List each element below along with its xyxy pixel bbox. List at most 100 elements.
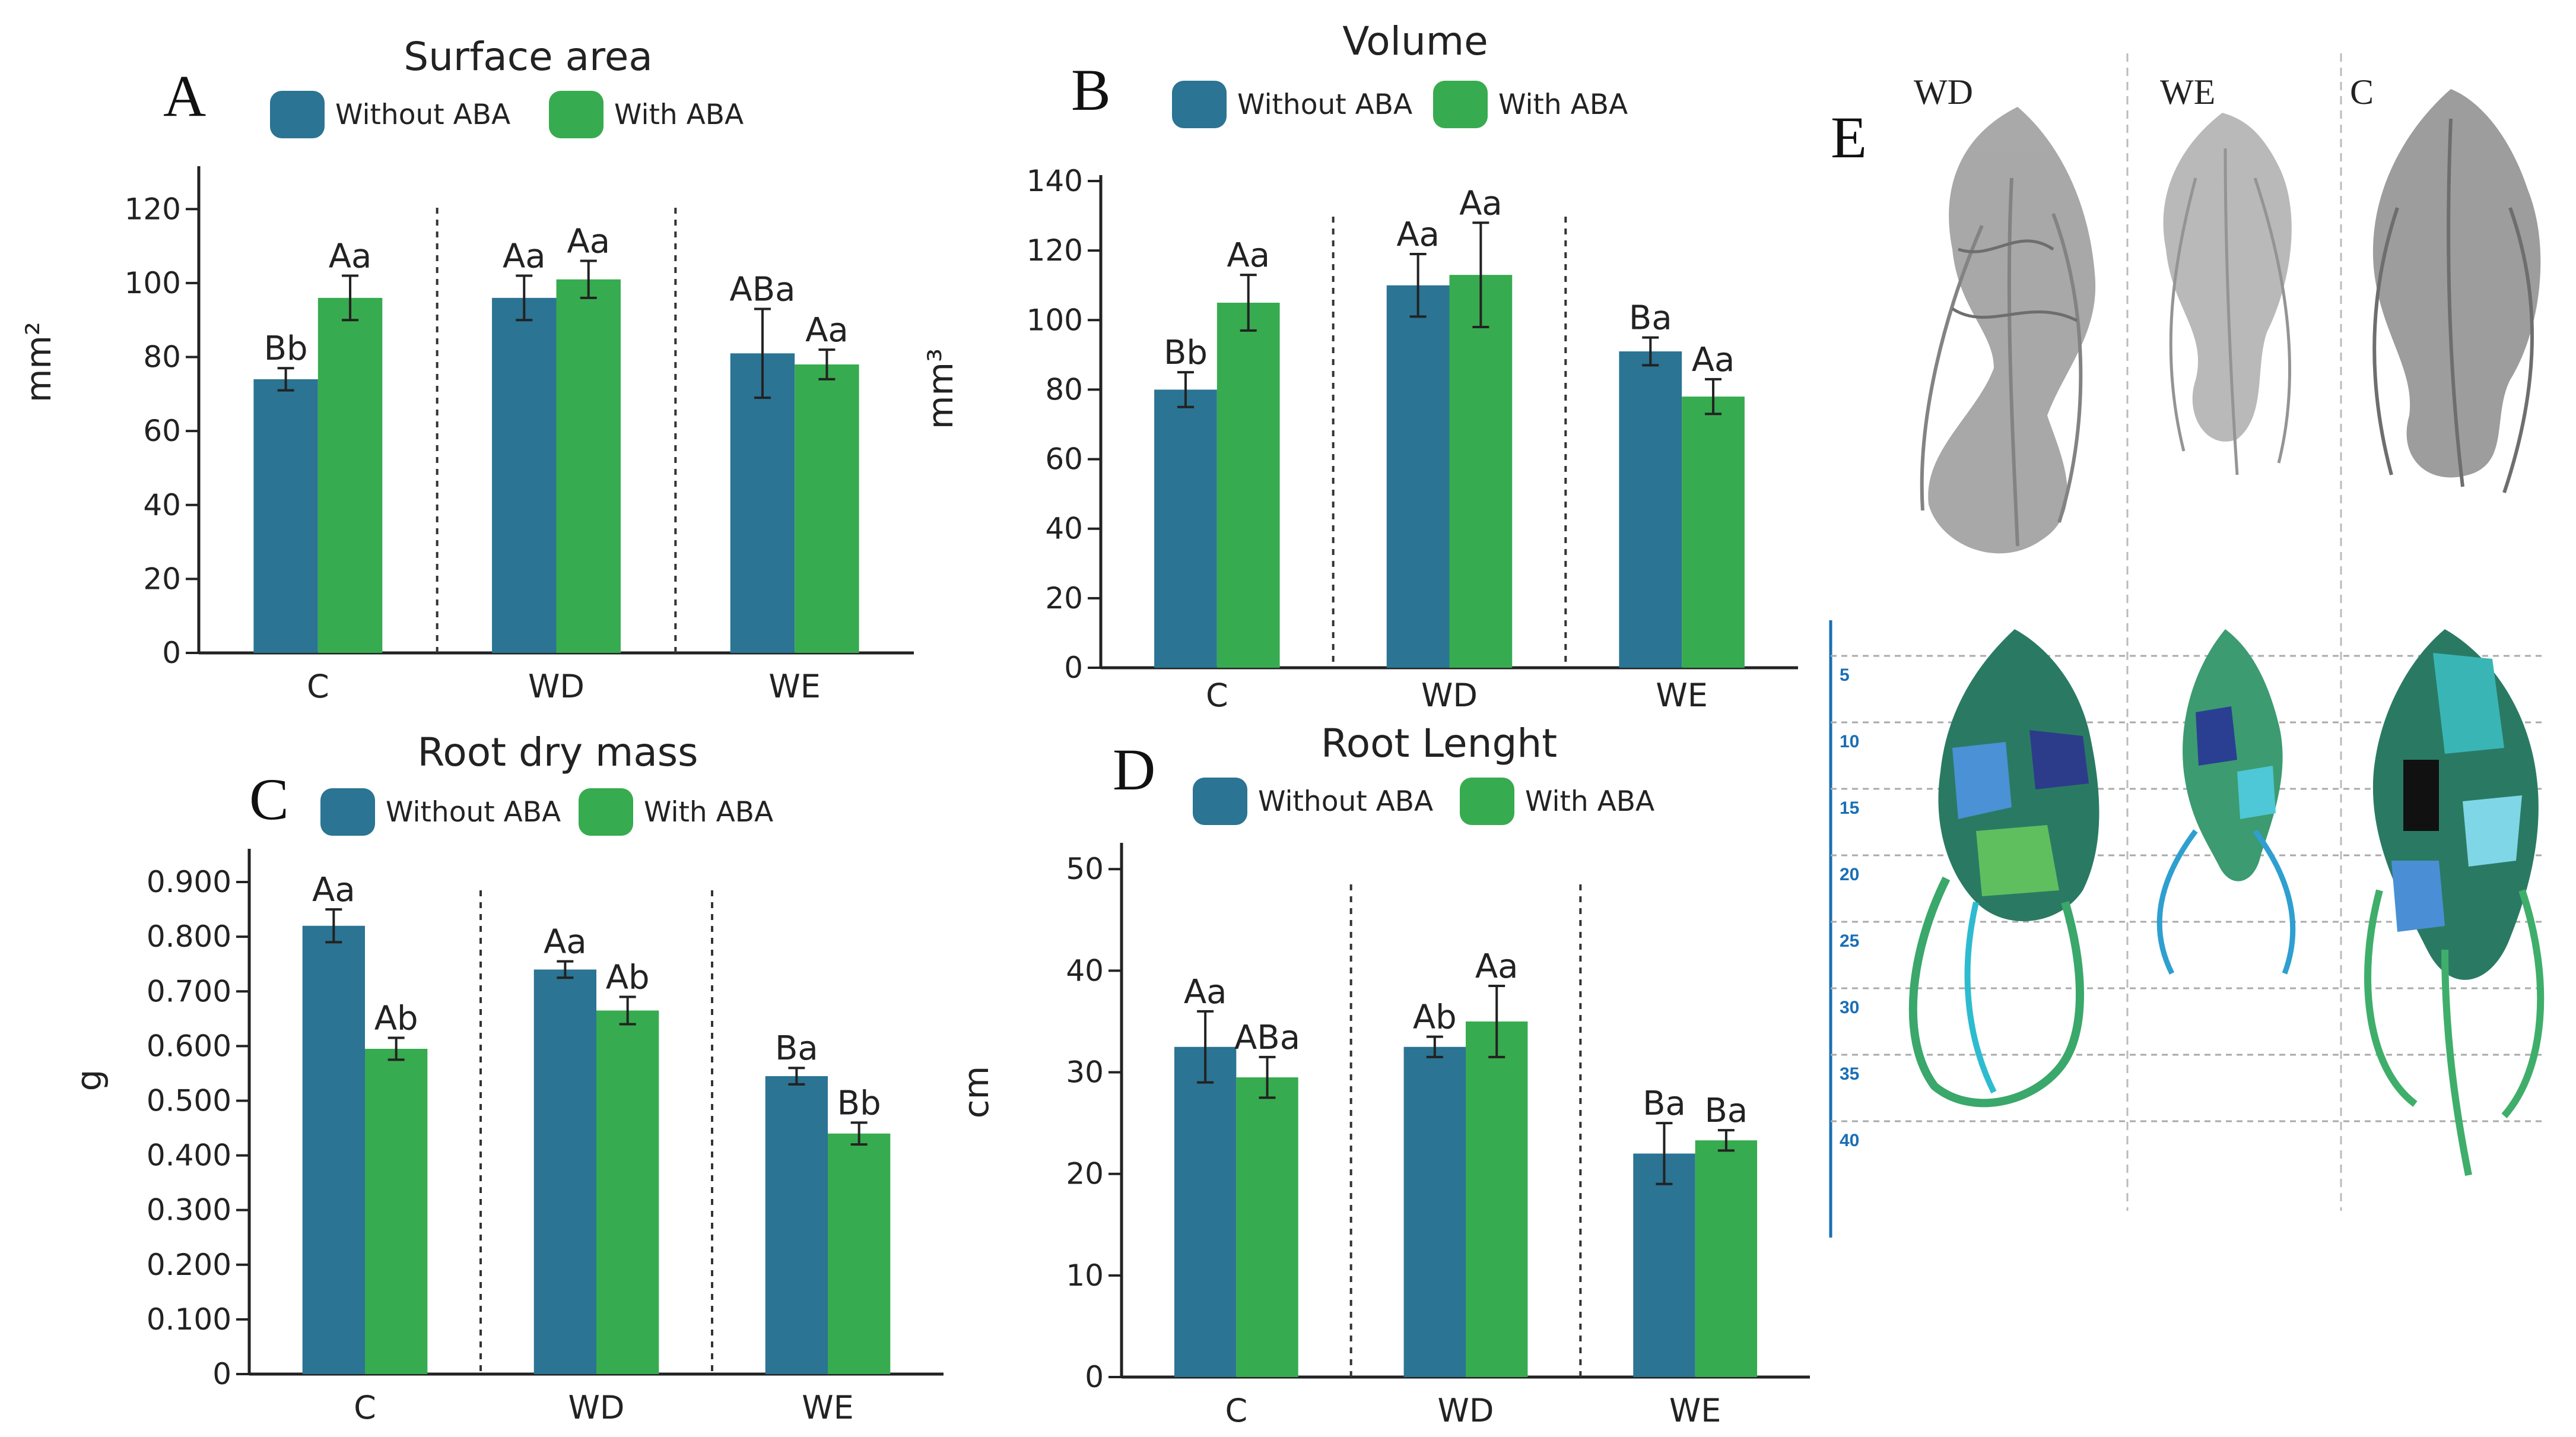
category-label: WD bbox=[568, 1389, 625, 1426]
root-segment-wd bbox=[1908, 629, 2099, 1108]
root-scan-we bbox=[2163, 113, 2292, 475]
y-tick-label: 120 bbox=[125, 192, 181, 226]
legend-swatch bbox=[1433, 81, 1488, 128]
significance-label: Aa bbox=[1227, 236, 1270, 275]
significance-label: Bb bbox=[837, 1084, 881, 1122]
bar-with-aba bbox=[828, 1133, 891, 1374]
y-tick-label: 0.900 bbox=[147, 865, 231, 899]
significance-label: Aa bbox=[567, 223, 610, 261]
bar-without-aba bbox=[302, 925, 365, 1374]
bar-with-aba bbox=[1695, 1140, 1758, 1377]
y-tick-label: 100 bbox=[125, 266, 181, 300]
legend-label: Without ABA bbox=[1258, 785, 1433, 818]
bar-without-aba bbox=[1386, 285, 1450, 668]
y-tick-label: 140 bbox=[1027, 164, 1083, 198]
bar-without-aba bbox=[765, 1076, 828, 1374]
legend-label: Without ABA bbox=[1237, 88, 1412, 121]
chart-title: Volume bbox=[1342, 18, 1488, 64]
chart-volume: Volume B Without ABA With ABA 0 20 40 60 80 100 12… bbox=[920, 18, 1798, 714]
significance-label: Aa bbox=[329, 237, 372, 275]
panel-letter: C bbox=[249, 766, 289, 832]
significance-label: Ba bbox=[775, 1029, 818, 1068]
bar-without-aba bbox=[253, 379, 318, 653]
y-tick-label: 50 bbox=[1066, 852, 1104, 886]
y-tick-label: 0.100 bbox=[147, 1302, 231, 1337]
y-tick-label: 0.300 bbox=[147, 1193, 231, 1227]
bar-without-aba bbox=[1154, 389, 1217, 668]
legend-label: Without ABA bbox=[386, 796, 561, 829]
category-label: WD bbox=[1421, 677, 1478, 714]
significance-label: Ba bbox=[1704, 1092, 1748, 1130]
panel-letter: B bbox=[1071, 57, 1111, 123]
y-tick-label: 120 bbox=[1027, 233, 1083, 268]
legend-swatch bbox=[1172, 81, 1227, 128]
significance-label: Aa bbox=[312, 871, 355, 909]
legend-swatch bbox=[320, 788, 375, 836]
bar-with-aba bbox=[1236, 1077, 1298, 1377]
bar-without-aba bbox=[1403, 1046, 1466, 1377]
significance-label: Aa bbox=[1184, 973, 1227, 1011]
y-tick-label: 0.700 bbox=[147, 974, 231, 1008]
legend-swatch bbox=[1193, 778, 1247, 825]
y-tick-label: 20 bbox=[1066, 1157, 1104, 1191]
legend-label: With ABA bbox=[614, 99, 744, 131]
panel-e-label-we: WE bbox=[2160, 72, 2215, 112]
y-tick-label: 100 bbox=[1027, 303, 1083, 337]
category-label: C bbox=[1225, 1392, 1247, 1429]
bar-with-aba bbox=[365, 1048, 428, 1374]
category-label: WE bbox=[1656, 677, 1708, 714]
significance-label: Ab bbox=[1413, 998, 1457, 1037]
panel-e-root-images: E WD WE C 5 10 15 20 25 30 35 40 bbox=[1829, 53, 2546, 1238]
y-tick-label: 0.500 bbox=[147, 1083, 231, 1118]
y-tick-label: 0 bbox=[1064, 651, 1083, 685]
y-axis-label: mm² bbox=[18, 322, 59, 402]
y-tick-label: 20 bbox=[1045, 581, 1083, 616]
significance-label: Aa bbox=[544, 923, 587, 962]
legend-label: With ABA bbox=[1525, 785, 1654, 818]
chart-title: Surface area bbox=[404, 34, 653, 80]
y-tick-label: 0 bbox=[162, 636, 181, 670]
category-label: WE bbox=[1669, 1392, 1721, 1429]
y-tick-label: 10 bbox=[1066, 1258, 1104, 1293]
legend-swatch bbox=[270, 91, 325, 138]
bar-without-aba bbox=[1174, 1046, 1237, 1377]
significance-label: Bb bbox=[264, 329, 308, 368]
significance-label: Aa bbox=[503, 237, 546, 275]
chart-title: Root dry mass bbox=[417, 729, 698, 775]
category-label: WE bbox=[768, 668, 821, 705]
y-tick-label: 0.400 bbox=[147, 1138, 231, 1173]
y-axis-label: cm bbox=[956, 1066, 996, 1118]
depth-tick-label: 5 bbox=[1840, 665, 1850, 685]
bar-with-aba bbox=[1466, 1021, 1528, 1377]
depth-tick-label: 40 bbox=[1840, 1131, 1859, 1150]
bar-with-aba bbox=[1682, 396, 1745, 668]
significance-label: Ab bbox=[374, 1000, 418, 1038]
bar-without-aba bbox=[1633, 1153, 1695, 1377]
legend-swatch bbox=[579, 788, 633, 836]
y-tick-label: 20 bbox=[143, 562, 181, 596]
bar-with-aba bbox=[795, 364, 859, 653]
significance-label: Aa bbox=[1396, 215, 1440, 254]
y-tick-label: 0.800 bbox=[147, 919, 231, 954]
y-tick-label: 60 bbox=[1045, 442, 1083, 477]
legend-label: With ABA bbox=[1498, 88, 1628, 121]
y-tick-label: 40 bbox=[1066, 953, 1104, 988]
chart-title: Root Lenght bbox=[1321, 721, 1557, 766]
category-label: C bbox=[1206, 677, 1228, 714]
bar-without-aba bbox=[730, 353, 795, 653]
legend-swatch bbox=[1460, 778, 1514, 825]
significance-label: Ba bbox=[1629, 299, 1672, 338]
chart-root-dry-mass: Root dry mass C Without ABA With ABA 0 0.100 0… bbox=[69, 729, 944, 1426]
y-tick-label: 0.200 bbox=[147, 1248, 231, 1282]
category-label: WD bbox=[528, 668, 585, 705]
panel-e-label-c: C bbox=[2350, 72, 2374, 112]
chart-surface-area: Surface area A Without ABA With ABA 0 20 40 60 8… bbox=[18, 34, 914, 705]
significance-label: Aa bbox=[805, 311, 849, 350]
bar-without-aba bbox=[492, 297, 557, 653]
bar-without-aba bbox=[533, 969, 596, 1374]
depth-scale: 5 10 15 20 25 30 35 40 bbox=[1831, 655, 2546, 1150]
panel-letter: D bbox=[1113, 737, 1155, 802]
bar-with-aba bbox=[596, 1010, 659, 1374]
root-segment-we bbox=[2156, 629, 2296, 975]
